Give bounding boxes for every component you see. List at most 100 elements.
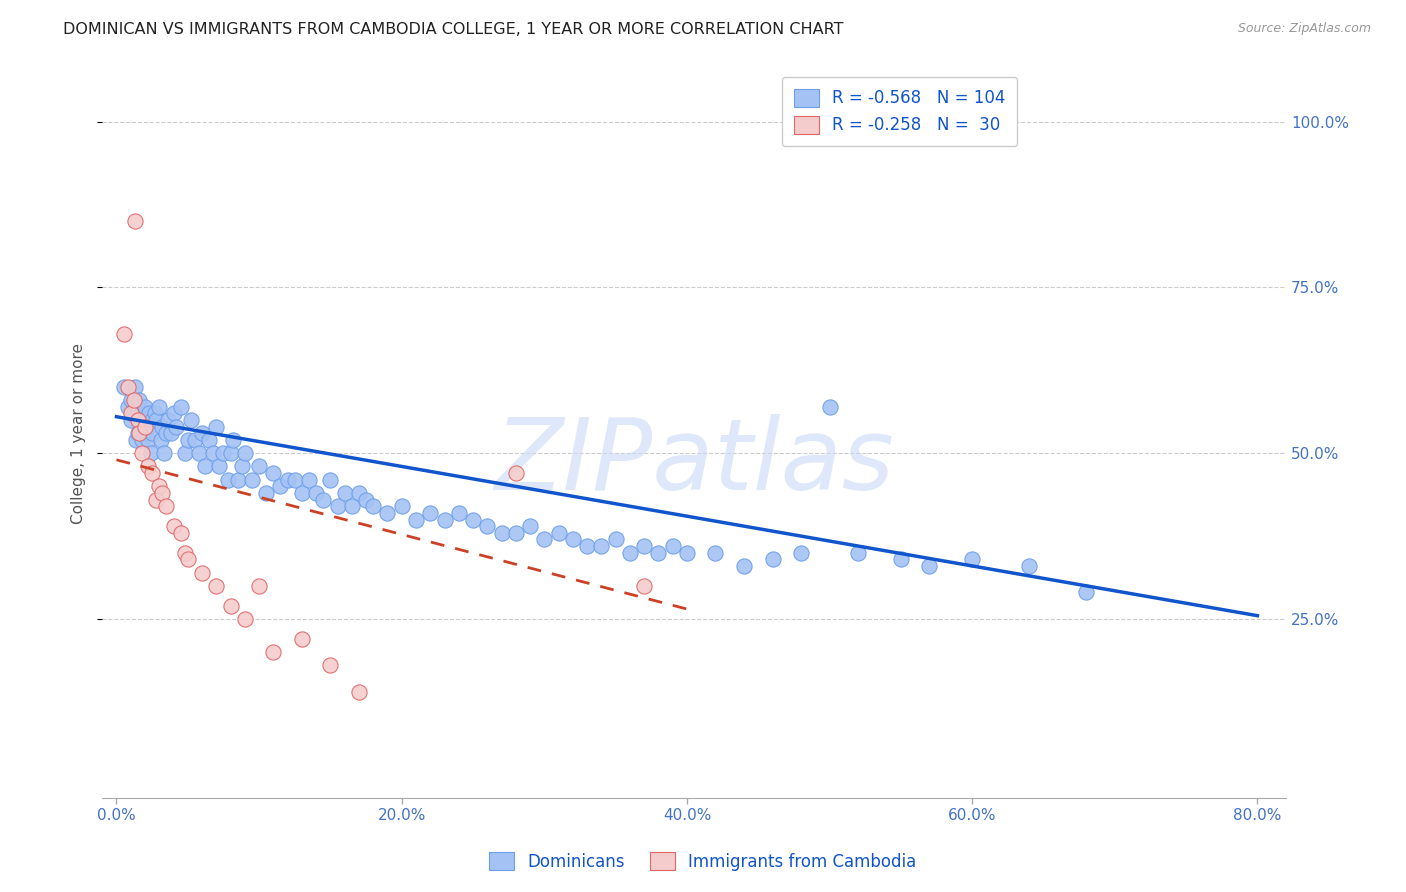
Point — [704, 546, 727, 560]
Point — [132, 419, 155, 434]
Point — [127, 400, 149, 414]
Point — [222, 433, 245, 447]
Point — [180, 413, 202, 427]
Point — [174, 446, 197, 460]
Point — [141, 413, 163, 427]
Point — [533, 533, 555, 547]
Point — [128, 426, 150, 441]
Point — [269, 479, 291, 493]
Point — [120, 413, 142, 427]
Point — [576, 539, 599, 553]
Point — [591, 539, 613, 553]
Point — [217, 473, 239, 487]
Point — [391, 500, 413, 514]
Point — [194, 459, 217, 474]
Point — [129, 413, 152, 427]
Point — [156, 413, 179, 427]
Point — [254, 486, 277, 500]
Point — [233, 446, 256, 460]
Point — [661, 539, 683, 553]
Point — [134, 419, 156, 434]
Point — [117, 400, 139, 414]
Point — [162, 406, 184, 420]
Text: Source: ZipAtlas.com: Source: ZipAtlas.com — [1237, 22, 1371, 36]
Point — [112, 326, 135, 341]
Point — [120, 393, 142, 408]
Legend: Dominicans, Immigrants from Cambodia: Dominicans, Immigrants from Cambodia — [481, 844, 925, 880]
Point — [433, 512, 456, 526]
Point — [191, 566, 214, 580]
Point — [141, 466, 163, 480]
Point — [1076, 585, 1098, 599]
Point — [291, 632, 314, 646]
Point — [205, 419, 228, 434]
Point — [165, 419, 187, 434]
Point — [240, 473, 263, 487]
Point — [291, 486, 314, 500]
Point — [124, 214, 146, 228]
Point — [212, 446, 235, 460]
Point — [117, 380, 139, 394]
Point — [312, 492, 335, 507]
Point — [233, 612, 256, 626]
Point — [547, 525, 569, 540]
Point — [561, 533, 583, 547]
Point — [174, 546, 197, 560]
Point — [326, 500, 349, 514]
Point — [491, 525, 513, 540]
Point — [890, 552, 912, 566]
Point — [131, 433, 153, 447]
Point — [122, 406, 145, 420]
Point — [112, 380, 135, 394]
Point — [122, 393, 145, 408]
Point — [461, 512, 484, 526]
Point — [219, 599, 242, 613]
Point — [305, 486, 328, 500]
Point — [120, 406, 142, 420]
Point — [155, 500, 177, 514]
Point — [505, 466, 527, 480]
Point — [145, 492, 167, 507]
Point — [131, 446, 153, 460]
Point — [918, 558, 941, 573]
Point — [124, 380, 146, 394]
Point — [138, 406, 160, 420]
Point — [284, 473, 307, 487]
Point — [127, 426, 149, 441]
Point — [262, 466, 284, 480]
Point — [136, 459, 159, 474]
Point — [347, 486, 370, 500]
Point — [125, 433, 148, 447]
Point — [177, 433, 200, 447]
Point — [188, 446, 211, 460]
Point — [143, 406, 166, 420]
Point — [184, 433, 207, 447]
Point — [761, 552, 783, 566]
Point — [155, 426, 177, 441]
Point — [477, 519, 499, 533]
Y-axis label: College, 1 year or more: College, 1 year or more — [72, 343, 86, 524]
Legend: R = -0.568   N = 104, R = -0.258   N =  30: R = -0.568 N = 104, R = -0.258 N = 30 — [782, 77, 1017, 146]
Point — [148, 400, 170, 414]
Point — [319, 658, 342, 673]
Point — [145, 413, 167, 427]
Point — [790, 546, 813, 560]
Point — [377, 506, 399, 520]
Point — [150, 486, 173, 500]
Point — [136, 419, 159, 434]
Point — [354, 492, 377, 507]
Point — [159, 426, 181, 441]
Point — [361, 500, 384, 514]
Text: ZIPatlas: ZIPatlas — [494, 414, 894, 511]
Point — [319, 473, 342, 487]
Point — [169, 525, 191, 540]
Point — [447, 506, 470, 520]
Point — [633, 579, 655, 593]
Point — [262, 645, 284, 659]
Point — [191, 426, 214, 441]
Point — [519, 519, 541, 533]
Point — [247, 459, 270, 474]
Point — [152, 446, 174, 460]
Point — [277, 473, 299, 487]
Point — [148, 479, 170, 493]
